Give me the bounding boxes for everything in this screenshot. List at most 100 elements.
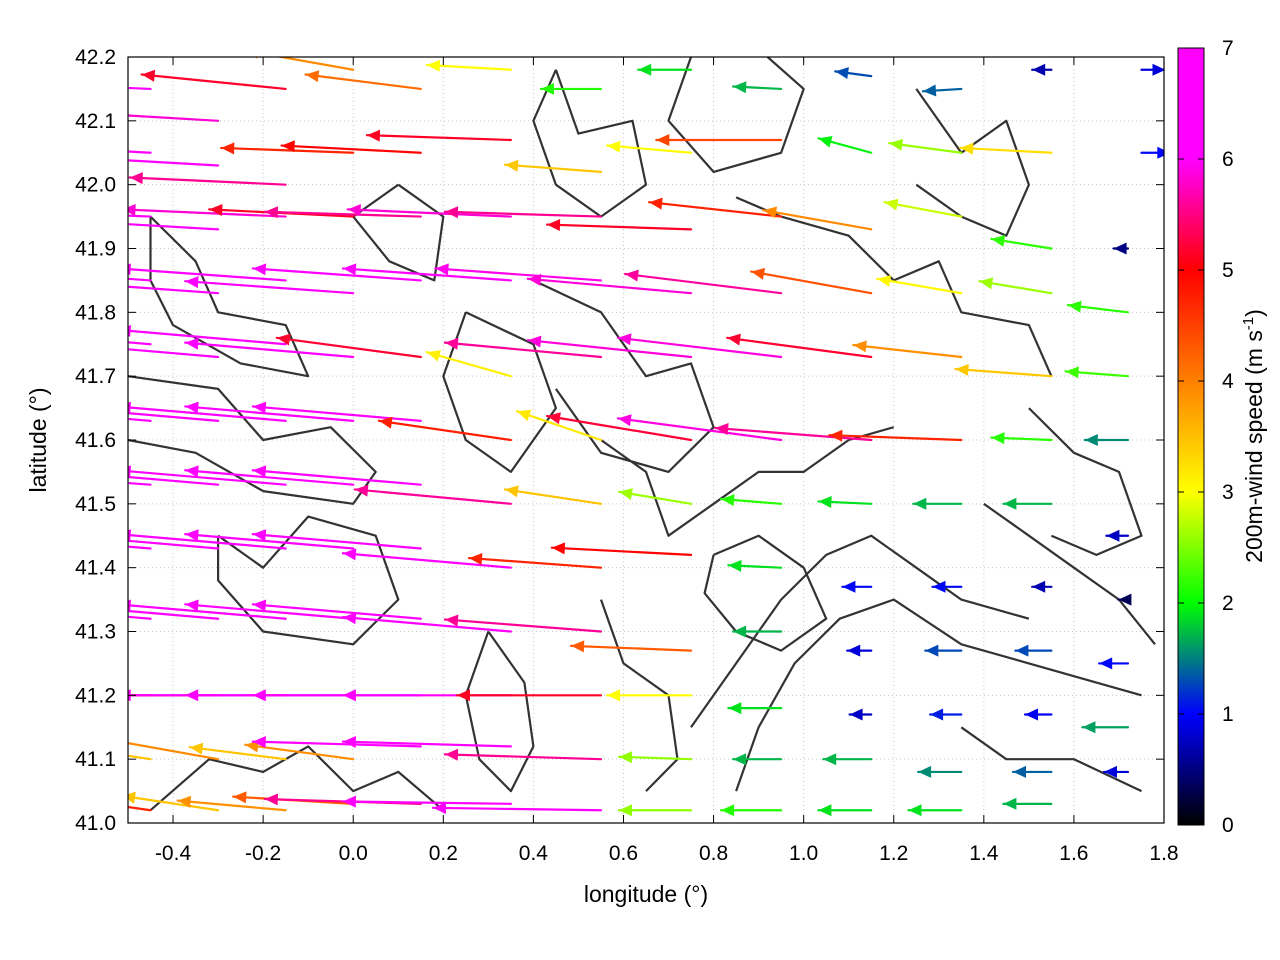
wind-vector	[817, 136, 873, 154]
x-tick-label: 1.4	[969, 842, 999, 865]
wind-vector	[617, 751, 693, 764]
wind-vector	[637, 63, 693, 76]
wind-vector	[605, 140, 693, 154]
wind-vector	[503, 159, 603, 173]
wind-vector	[140, 69, 287, 91]
wind-vector	[616, 414, 783, 442]
y-tick-label: 41.7	[75, 365, 116, 388]
wind-vector	[377, 416, 512, 442]
y-tick-label: 41.9	[75, 238, 116, 261]
y-tick-label: 41.8	[75, 301, 116, 324]
colorbar-tick-label: 7	[1222, 37, 1234, 60]
wind-vector	[467, 553, 603, 569]
wind-vector	[852, 340, 963, 359]
wind-vector	[128, 412, 220, 422]
wind-vector	[1140, 146, 1164, 159]
x-tick-label: -0.4	[155, 842, 192, 865]
y-axis-ticks: 41.0 41.1 41.2 41.3 41.4 41.5 41.6 41.7 41.8 41.9…	[75, 46, 1164, 835]
wind-vector	[128, 465, 287, 486]
wind-vector	[1083, 434, 1130, 446]
x-tick-label: 0.6	[609, 842, 638, 865]
wind-vector	[605, 689, 693, 702]
x-tick-label: 1.2	[879, 842, 908, 865]
y-tick-label: 42.0	[75, 174, 116, 197]
wind-vector	[1140, 63, 1164, 76]
contour-line	[600, 426, 895, 537]
wind-vector	[545, 219, 693, 231]
wind-vector	[841, 580, 873, 593]
wind-vector	[128, 114, 220, 122]
colorbar-tick-label: 4	[1222, 370, 1234, 393]
wind-vector	[251, 529, 422, 550]
wind-vector	[184, 337, 355, 359]
wind-vector	[750, 268, 873, 295]
wind-vector	[341, 795, 512, 808]
wind-vector	[545, 412, 693, 442]
wind-vector	[834, 67, 873, 79]
y-tick-label: 41.1	[75, 748, 116, 771]
contour-line	[442, 311, 557, 473]
wind-vector	[353, 484, 512, 505]
wind-vector	[443, 748, 603, 761]
wind-vector	[341, 612, 512, 633]
wind-vector	[817, 496, 873, 508]
wind-vector	[954, 364, 1053, 378]
contour-line	[149, 745, 445, 812]
contour-line	[735, 196, 1053, 377]
wind-vector	[184, 465, 355, 486]
wind-vector	[128, 159, 220, 167]
wind-vector	[251, 465, 422, 486]
wind-vector	[220, 142, 355, 155]
wind-vector	[188, 742, 287, 761]
wind-vector	[762, 206, 873, 231]
wind-vector	[732, 753, 783, 766]
contour-line	[690, 534, 1030, 728]
colorbar-tick-label: 1	[1222, 703, 1234, 726]
wind-vector	[929, 708, 963, 721]
wind-vector	[365, 129, 512, 142]
x-tick-label: 0.4	[519, 842, 549, 865]
wind-vector	[184, 276, 355, 295]
wind-vector	[1064, 366, 1130, 379]
wind-vector	[280, 140, 422, 154]
wind-vector	[128, 754, 152, 761]
wind-vector	[176, 795, 287, 812]
contour-line	[667, 57, 805, 173]
x-tick-label: 0.0	[339, 842, 368, 865]
x-axis-title: longitude (°)	[584, 881, 708, 907]
wind-vector	[443, 206, 603, 219]
wind-vector	[251, 401, 422, 422]
wind-vector	[848, 708, 873, 721]
wind-vector	[1066, 300, 1130, 314]
y-axis-title: latitude (°)	[25, 387, 51, 492]
wind-vector	[1081, 721, 1130, 734]
wind-vector	[616, 333, 783, 359]
wind-vector	[251, 599, 422, 620]
wind-vector	[1031, 63, 1053, 76]
contour-line	[217, 515, 400, 646]
wind-vector	[526, 335, 693, 359]
contour-line	[149, 215, 310, 378]
x-axis-ticks: -0.4 -0.2 0.0 0.2 0.4 0.6 0.8 1.0 1.2 1.4 1.6 1.8	[155, 57, 1179, 865]
wind-vector	[128, 791, 220, 812]
wind-vector	[846, 644, 873, 657]
wind-vector	[720, 804, 783, 817]
wind-vector	[921, 84, 963, 97]
wind-vector	[990, 432, 1053, 445]
wind-vector	[263, 206, 422, 219]
contour-line	[703, 534, 828, 652]
wind-vector	[275, 333, 422, 359]
wind-vector	[727, 702, 783, 715]
wind-vector	[888, 138, 963, 154]
y-tick-label: 41.3	[75, 621, 116, 644]
colorbar	[1177, 47, 1205, 826]
wind-vector	[128, 401, 287, 422]
wind-vector	[617, 488, 693, 505]
y-tick-label: 42.2	[75, 46, 116, 69]
wind-vector	[128, 204, 287, 218]
wind-vector	[443, 614, 603, 633]
wind-vector	[912, 497, 963, 510]
wind-vector	[828, 429, 963, 442]
wind-vector	[128, 172, 287, 186]
wind-vector	[184, 401, 355, 422]
